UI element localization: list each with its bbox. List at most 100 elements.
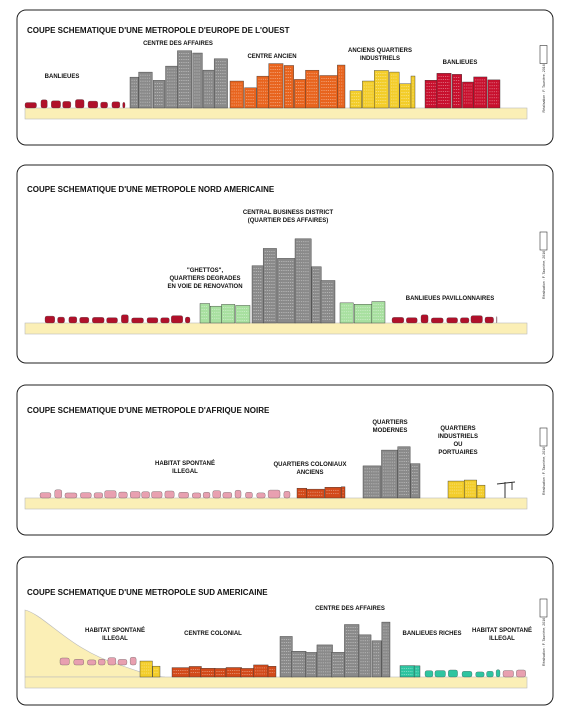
panel: COUPE SCHEMATIQUE D'UNE METROPOLE D'AFRI… — [16, 384, 554, 536]
building — [371, 301, 386, 324]
building — [277, 258, 296, 324]
building — [397, 446, 411, 499]
building — [451, 74, 462, 109]
area-label: ANCIENS — [296, 470, 323, 476]
house — [107, 657, 117, 666]
building — [225, 667, 242, 678]
area-label: EN VOIE DE RENOVATION — [167, 284, 242, 290]
area-label: ANCIENS QUARTIERS — [348, 48, 412, 54]
house — [460, 317, 470, 324]
house — [117, 659, 128, 666]
building — [344, 624, 360, 678]
building — [362, 80, 376, 109]
area-label: HABITAT SPONTANÉ — [155, 459, 215, 467]
area-label: PORTUAIRES — [438, 450, 477, 456]
building — [410, 75, 416, 109]
building — [447, 480, 465, 499]
house — [73, 659, 84, 666]
house — [406, 317, 418, 324]
house — [256, 492, 266, 499]
license-badge — [539, 598, 548, 618]
building — [268, 63, 284, 109]
building — [139, 660, 153, 678]
building — [202, 69, 215, 109]
building — [476, 484, 486, 499]
building — [188, 666, 202, 678]
credit: Réalisation : F. Taunière, 2016 — [542, 251, 546, 299]
building — [214, 668, 227, 678]
building — [200, 668, 216, 678]
area-label: HABITAT SPONTANÉ — [85, 626, 145, 634]
license-badge — [539, 231, 548, 251]
house — [146, 317, 159, 324]
building — [152, 80, 166, 109]
building — [349, 90, 362, 109]
building — [436, 73, 452, 109]
area-label: ILLEGAL — [102, 636, 128, 642]
building — [192, 52, 203, 109]
house — [470, 315, 483, 324]
house — [431, 317, 444, 324]
building — [240, 668, 255, 678]
house — [391, 317, 404, 324]
building — [381, 621, 391, 678]
area-label: QUARTIERS DEGRADES — [169, 276, 240, 282]
panel: COUPE SCHEMATIQUE D'UNE METROPOLE D'EURO… — [16, 9, 554, 146]
house — [80, 492, 92, 499]
building — [399, 665, 415, 678]
building — [251, 265, 264, 324]
house — [104, 490, 117, 499]
building — [229, 80, 244, 109]
building — [374, 70, 389, 109]
house — [87, 100, 98, 109]
building — [305, 69, 320, 109]
building — [171, 667, 190, 678]
area-label: CENTRE ANCIEN — [247, 54, 296, 60]
ground — [24, 676, 528, 689]
area-label: HABITAT SPONTANÉ — [472, 626, 532, 634]
building — [221, 304, 236, 324]
house — [75, 99, 85, 109]
area-label: CENTRE DES AFFAIRES — [315, 606, 385, 612]
house — [106, 317, 118, 324]
house — [160, 317, 170, 324]
area-label: MODERNES — [373, 428, 408, 434]
ground — [24, 107, 528, 120]
building — [424, 80, 438, 109]
panel-title: COUPE SCHEMATIQUE D'UNE METROPOLE D'AFRI… — [27, 406, 270, 415]
building — [362, 465, 382, 499]
house — [54, 489, 62, 499]
area-label: QUARTIERS — [440, 426, 475, 432]
building — [267, 666, 277, 678]
crane — [496, 481, 516, 498]
credit: Réalisation : F. Taunière, 2016 — [542, 64, 546, 112]
panel: COUPE SCHEMATIQUE D'UNE METROPOLE SUD AM… — [16, 556, 554, 706]
building — [337, 64, 346, 109]
area-label: BANLIEUES PAVILLONNAIRES — [406, 296, 494, 302]
area-label: ILLEGAL — [172, 469, 198, 475]
house — [203, 492, 211, 499]
building — [319, 75, 338, 109]
house — [44, 315, 55, 324]
panel-title: COUPE SCHEMATIQUE D'UNE METROPOLE D'EURO… — [27, 26, 290, 35]
area-label: BANLIEUES — [45, 74, 80, 80]
building — [213, 58, 228, 109]
building — [339, 302, 354, 324]
house — [178, 492, 189, 499]
house — [486, 671, 494, 678]
panel-title: COUPE SCHEMATIQUE D'UNE METROPOLE SUD AM… — [27, 588, 268, 597]
house — [59, 657, 70, 666]
house — [64, 492, 78, 499]
house — [448, 669, 458, 678]
area-label: BANLIEUES RICHES — [402, 631, 461, 637]
house — [51, 100, 61, 109]
house — [434, 670, 446, 678]
building — [235, 305, 251, 324]
house — [57, 316, 65, 324]
area-label: CENTRE DES AFFAIRES — [143, 41, 213, 47]
house — [111, 101, 121, 109]
building — [262, 248, 277, 324]
area-label: (QUARTIER DES AFFAIRES) — [248, 218, 328, 224]
house — [171, 315, 183, 324]
